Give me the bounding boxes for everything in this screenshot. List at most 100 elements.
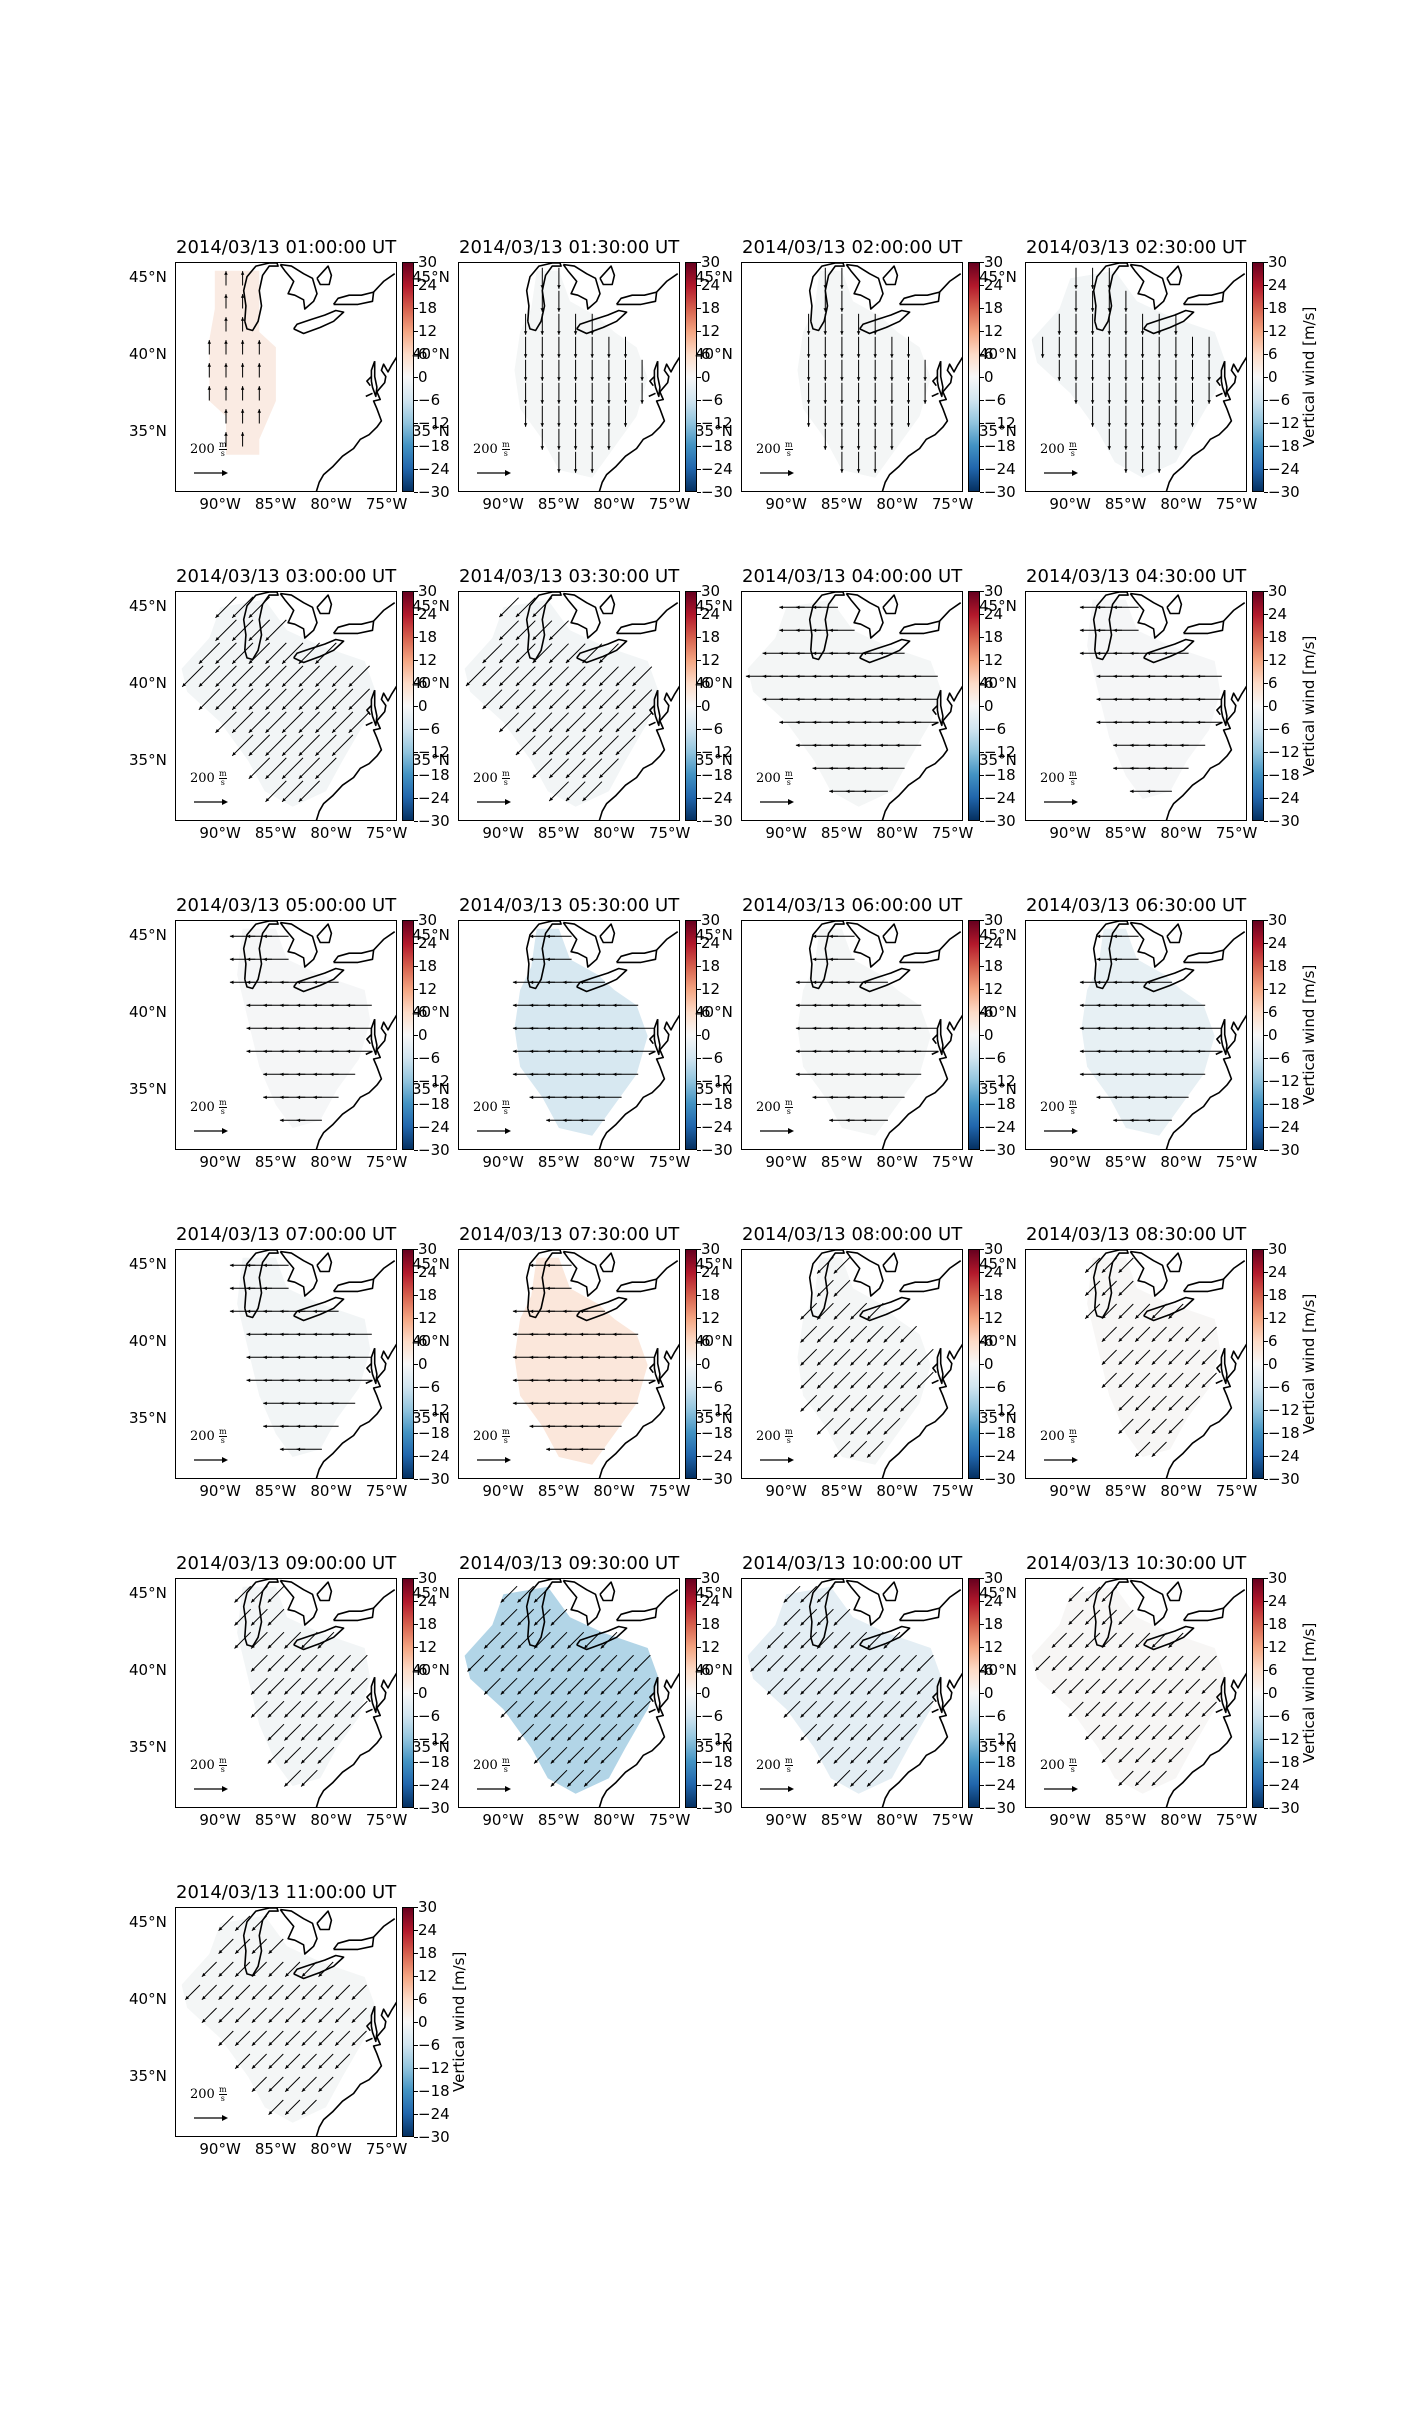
wind-vector: [248, 757, 271, 780]
colorbar-tick: [414, 1341, 418, 1342]
wind-vector-head: [515, 728, 520, 732]
wind-vector: [850, 1677, 868, 1695]
wind-vector-head: [532, 613, 537, 617]
wind-vector-head: [315, 706, 320, 710]
wind-vector: [900, 1700, 917, 1718]
colorbar-tick-label: 18: [984, 628, 1004, 646]
wind-vector: [565, 758, 586, 779]
coastline: [1223, 273, 1246, 293]
wind-vector-head: [1051, 1643, 1056, 1648]
wind-vector: [515, 620, 536, 641]
wind-vector-head: [251, 1690, 255, 1695]
wind-vector-head: [833, 1736, 838, 1741]
wind-vector-head: [1163, 1095, 1167, 1100]
wind-vector-head: [883, 1361, 888, 1366]
colorbar-tick-label: −6: [1268, 1707, 1291, 1725]
coastline: [1215, 1379, 1223, 1385]
colorbar-tick-label: 30: [701, 253, 721, 271]
wind-vector-head: [1157, 423, 1161, 427]
wind-vector-head: [879, 697, 883, 702]
wind-vector-head: [883, 1713, 888, 1718]
wind-vector-head: [296, 1401, 301, 1406]
wind-vector-head: [248, 683, 253, 687]
colorbar-tick-label: 12: [418, 651, 438, 669]
colorbar-tick-label: 24: [984, 934, 1004, 952]
wind-vector-head: [845, 697, 850, 702]
colorbar-tick: [980, 920, 984, 921]
colorbar-tick: [697, 1693, 701, 1694]
wind-vector: [298, 665, 320, 688]
wind-vector: [582, 643, 603, 664]
colorbar-tick: [1264, 1456, 1268, 1457]
lon-tick-label: 75°W: [1215, 1482, 1258, 1500]
wind-vector-head: [557, 285, 561, 289]
panel-title: 2014/03/13 07:00:00 UT: [176, 1224, 397, 1245]
wind-vector-head: [867, 1759, 871, 1764]
colorbar-tick: [1264, 377, 1268, 378]
wind-vector-head: [767, 1644, 771, 1649]
wind-vector-head: [315, 683, 320, 687]
colorbar-tick-label: 6: [418, 1003, 428, 1021]
wind-vector-head: [1101, 1268, 1106, 1273]
wind-vector-head: [251, 2064, 256, 2069]
wind-vector-head: [862, 1049, 867, 1054]
wind-vector: [331, 711, 354, 734]
colorbar-tick-label: 6: [984, 345, 994, 363]
wind-vector-head: [301, 1736, 305, 1741]
colorbar-tick-label: 18: [984, 1286, 1004, 1304]
wind-vector-head: [829, 1095, 833, 1100]
colorbar-tick-label: −18: [418, 1753, 450, 1771]
lat-tick-label: 40°N: [979, 1661, 1017, 1679]
wind-vector-head: [224, 271, 228, 275]
wind-vector-head: [335, 2041, 339, 2046]
wind-vector-head: [529, 1309, 534, 1314]
colorbar-tick: [980, 591, 984, 592]
wind-vector-head: [1135, 1689, 1139, 1694]
colorbar-tick: [1264, 1364, 1268, 1365]
wind-vector-head: [623, 400, 628, 404]
wind-vector: [248, 642, 271, 665]
wind-vector-head: [1085, 1712, 1089, 1717]
wind-vector: [833, 1256, 851, 1274]
wind-vector-head: [512, 1401, 517, 1406]
wind-vector-head: [612, 1401, 617, 1406]
wind-vector-head: [246, 934, 251, 939]
wind-vector-head: [284, 1644, 289, 1649]
wind-vector-head: [895, 743, 900, 748]
colorbar-tick: [697, 729, 701, 730]
wind-vector: [281, 780, 304, 803]
wind-vector: [334, 1677, 351, 1695]
colorbar-tick-label: 18: [984, 957, 1004, 975]
coastline: [932, 1033, 938, 1045]
wind-vector-head: [845, 980, 850, 985]
wind-vector-head: [900, 1667, 905, 1672]
wind-vector-head: [313, 1355, 317, 1360]
wind-vector-head: [500, 1713, 505, 1718]
colorbar-tick-label: 24: [418, 1592, 438, 1610]
wind-vector-head: [806, 354, 811, 358]
coastline: [525, 1250, 562, 1319]
wind-vector-head: [817, 1430, 821, 1435]
wind-vector-head: [1107, 377, 1111, 381]
colorbar-tick: [697, 821, 701, 822]
wind-vector-head: [296, 1026, 301, 1031]
wind-vector-head: [1146, 1049, 1151, 1054]
wind-vector: [267, 1700, 285, 1718]
wind-vector: [267, 1677, 285, 1695]
wind-vector-head: [282, 775, 286, 779]
wind-vector-head: [1185, 1712, 1189, 1717]
colorbar-tick: [980, 331, 984, 332]
wind-vector-head: [263, 1309, 267, 1314]
wind-vector: [248, 711, 271, 734]
coastline: [373, 1589, 396, 1609]
colorbar-tick: [414, 1578, 418, 1579]
wind-vector-head: [534, 1690, 538, 1695]
lon-tick-label: 80°W: [1160, 1811, 1202, 1829]
coastline: [370, 1347, 378, 1385]
wind-vector: [582, 735, 603, 756]
wind-vector-head: [1085, 1291, 1089, 1296]
lat-tick-label: 45°N: [695, 1584, 733, 1603]
wind-vector-head: [562, 1049, 567, 1054]
wind-vector: [284, 1631, 302, 1649]
colorbar-tick-label: 12: [418, 1638, 438, 1656]
